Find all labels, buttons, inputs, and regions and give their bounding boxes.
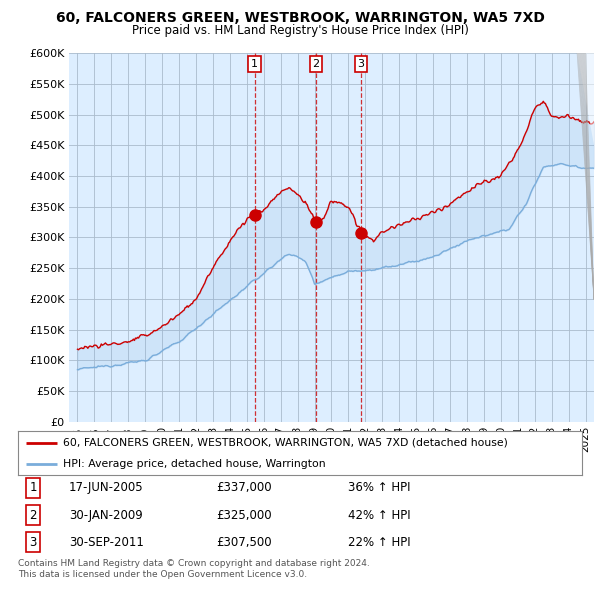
Text: Price paid vs. HM Land Registry's House Price Index (HPI): Price paid vs. HM Land Registry's House … — [131, 24, 469, 37]
Text: 60, FALCONERS GREEN, WESTBROOK, WARRINGTON, WA5 7XD (detached house): 60, FALCONERS GREEN, WESTBROOK, WARRINGT… — [63, 438, 508, 448]
Text: 22% ↑ HPI: 22% ↑ HPI — [348, 536, 410, 549]
Text: 1: 1 — [251, 59, 258, 69]
Text: 60, FALCONERS GREEN, WESTBROOK, WARRINGTON, WA5 7XD: 60, FALCONERS GREEN, WESTBROOK, WARRINGT… — [56, 11, 544, 25]
Text: 3: 3 — [358, 59, 365, 69]
Text: Contains HM Land Registry data © Crown copyright and database right 2024.: Contains HM Land Registry data © Crown c… — [18, 559, 370, 568]
Text: 30-JAN-2009: 30-JAN-2009 — [69, 509, 143, 522]
Text: 2: 2 — [313, 59, 319, 69]
Text: This data is licensed under the Open Government Licence v3.0.: This data is licensed under the Open Gov… — [18, 571, 307, 579]
Text: £307,500: £307,500 — [216, 536, 272, 549]
Text: 30-SEP-2011: 30-SEP-2011 — [69, 536, 144, 549]
Text: 36% ↑ HPI: 36% ↑ HPI — [348, 481, 410, 494]
Text: 1: 1 — [29, 481, 37, 494]
Text: £325,000: £325,000 — [216, 509, 272, 522]
Text: HPI: Average price, detached house, Warrington: HPI: Average price, detached house, Warr… — [63, 459, 326, 469]
Polygon shape — [577, 53, 594, 145]
Text: 2: 2 — [29, 509, 37, 522]
Text: 3: 3 — [29, 536, 37, 549]
Text: £337,000: £337,000 — [216, 481, 272, 494]
Text: 17-JUN-2005: 17-JUN-2005 — [69, 481, 143, 494]
Text: 42% ↑ HPI: 42% ↑ HPI — [348, 509, 410, 522]
